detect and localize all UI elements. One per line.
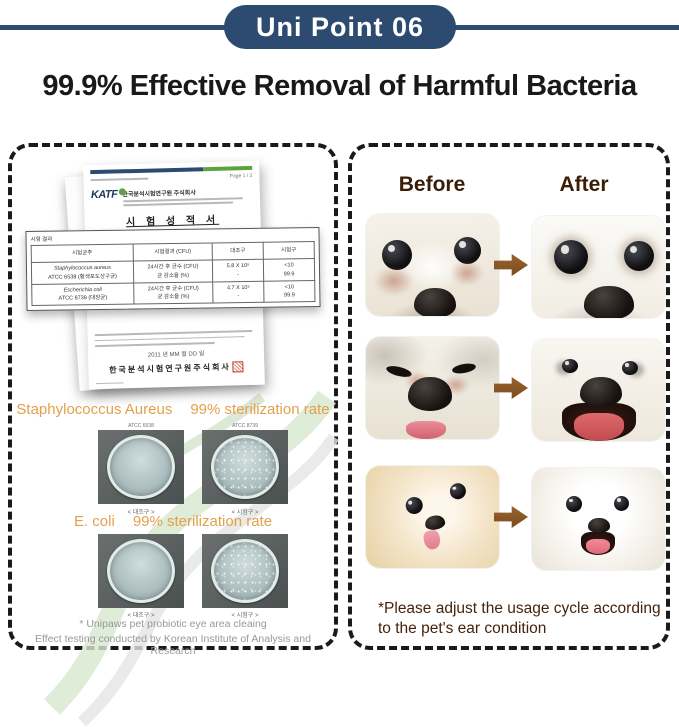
certificate-page-label: Page 1 / 2 (229, 172, 253, 180)
red-seal-stamp (232, 361, 244, 373)
ecoli-name: E. coli (73, 513, 115, 530)
staph-name: Staphylococcus Aureus (16, 401, 173, 418)
after-photo-3 (532, 468, 665, 570)
petri-dish-photo (202, 430, 288, 504)
left-footnote-line1: * Unipaws pet probiotic eye area cleaing (79, 618, 267, 630)
katf-logo: KATF (91, 188, 126, 201)
after-label: After (559, 173, 609, 196)
certificate-panel: Page 1 / 2 KATF 한국분석시험연구원 주식회사 시 험 성 적 서… (8, 143, 339, 727)
uni-point-badge-label: Uni Point 06 (255, 11, 424, 42)
petri-dish-photo (202, 534, 288, 608)
ecoli-rate: 99% sterilization rate (132, 513, 273, 530)
after-photo-2 (532, 339, 665, 441)
before-photo-2 (366, 337, 499, 439)
table-row: Escherichia coli ATCC 8739 (대장균) 24시간 후 균… (31, 280, 315, 306)
before-label: Before (398, 173, 466, 196)
blurred-text-line (122, 201, 233, 207)
arrow-right-icon (494, 505, 528, 529)
before-after-panel: Before After *Please adjust the usage cy… (348, 143, 670, 650)
katf-logo-square (118, 188, 126, 196)
certificate-note-lines (94, 329, 253, 347)
arrow-right-icon (494, 376, 528, 400)
after-photo-1 (532, 216, 665, 318)
certificate-date: 2011 년 MM 월 DD 일 (147, 351, 205, 359)
blurred-text-line (90, 177, 149, 182)
staph-result-line: Staphylococcus Aureus 99% sterilization … (12, 401, 334, 418)
arrow-right-icon (494, 253, 528, 277)
staph-rate: 99% sterilization rate (190, 401, 330, 418)
ecoli-result-line: E. coli 99% sterilization rate (12, 513, 334, 530)
certificate-issuer: 한국분석시험연구원주식회사 (109, 361, 244, 376)
page-title: 99.9% Effective Removal of Harmful Bacte… (42, 70, 637, 102)
certificate-title: 시 험 성 적 서 (125, 214, 220, 229)
before-photo-3 (366, 466, 499, 568)
right-footnote: *Please adjust the usage cycle according… (378, 600, 661, 638)
petri-dish-photo (98, 430, 184, 504)
petri-dish-photo (98, 534, 184, 608)
blurred-text-line (95, 381, 124, 385)
before-photo-1 (366, 214, 499, 316)
dish-label-atcc6538: ATCC 6538 (128, 423, 154, 429)
uni-point-badge: Uni Point 06 (224, 5, 456, 49)
dish-label-atcc8739: ATCC 8739 (232, 423, 258, 429)
certificate-results-table: 시험 결과 시험균주 시험결과 (CFU) 대조구 시험구 Staphyloco… (25, 226, 321, 312)
left-footnote-line2: Effect testing conducted by Korean Insti… (35, 633, 311, 657)
